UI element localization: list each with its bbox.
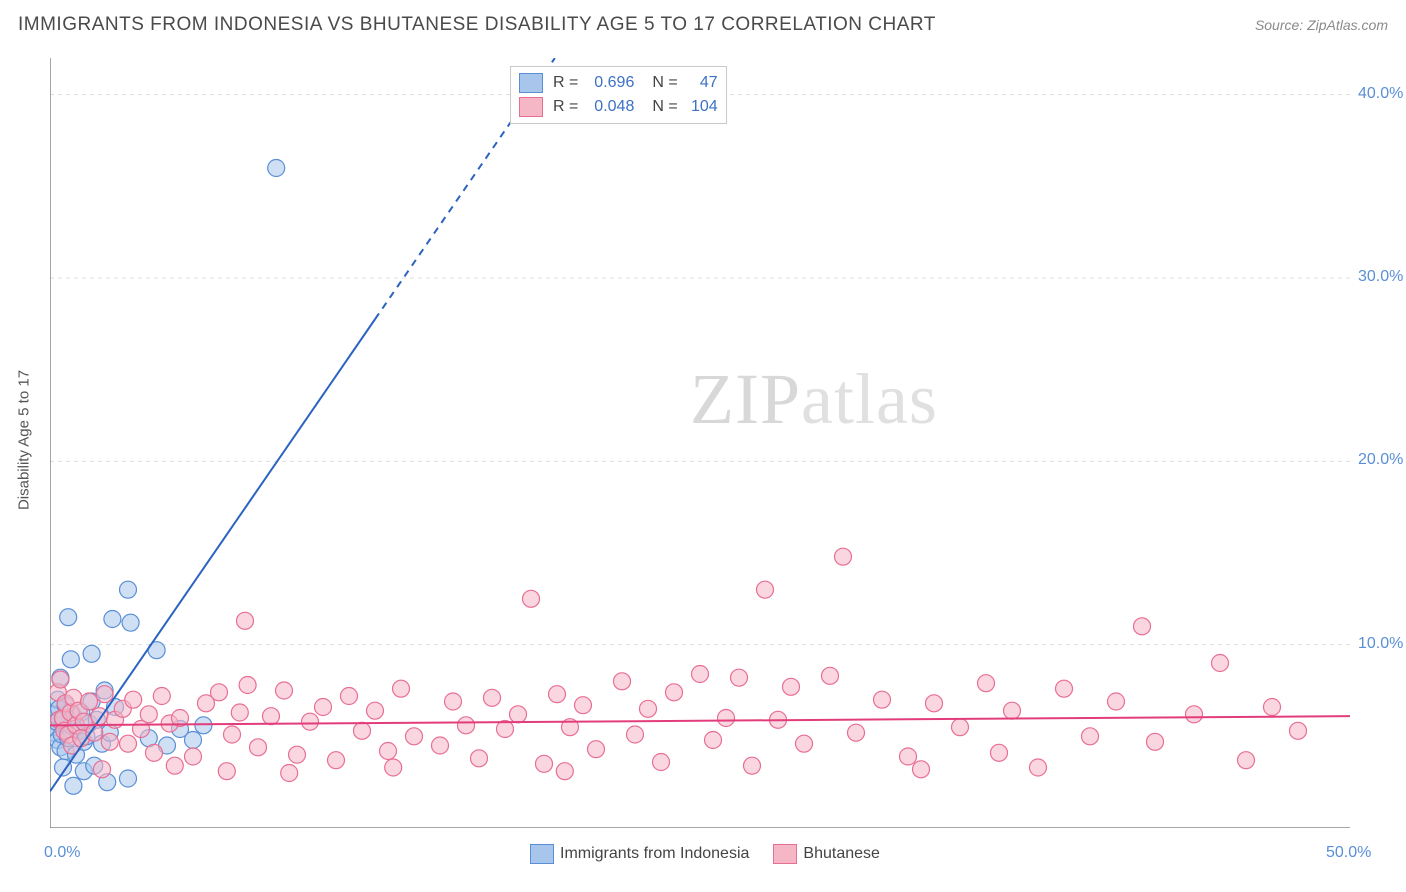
y-axis-label: Disability Age 5 to 17 xyxy=(16,370,33,510)
plot-area: ZIPatlas R =0.696N =47R =0.048N =104 Imm… xyxy=(50,58,1350,828)
chart-title: IMMIGRANTS FROM INDONESIA VS BHUTANESE D… xyxy=(18,14,936,36)
chart-svg xyxy=(50,58,1350,828)
legend-swatch xyxy=(519,97,543,117)
y-tick-label: 20.0% xyxy=(1358,451,1403,469)
legend-stats-box: R =0.696N =47R =0.048N =104 xyxy=(510,66,727,124)
legend-swatch xyxy=(773,844,797,864)
legend-label: Bhutanese xyxy=(803,845,880,863)
legend-swatch xyxy=(530,844,554,864)
source-label: Source: ZipAtlas.com xyxy=(1255,17,1388,33)
legend-bottom: Immigrants from Indonesia Bhutanese xyxy=(530,844,880,864)
legend-label: Immigrants from Indonesia xyxy=(560,845,749,863)
legend-stats-row: R =0.696N =47 xyxy=(519,71,718,95)
legend-stats-row: R =0.048N =104 xyxy=(519,95,718,119)
x-tick-label: 50.0% xyxy=(1326,844,1371,862)
legend-swatch xyxy=(519,73,543,93)
y-tick-label: 30.0% xyxy=(1358,268,1403,286)
x-tick-label: 0.0% xyxy=(44,844,80,862)
y-tick-label: 40.0% xyxy=(1358,85,1403,103)
y-tick-label: 10.0% xyxy=(1358,635,1403,653)
legend-item: Immigrants from Indonesia xyxy=(530,844,749,864)
legend-item: Bhutanese xyxy=(773,844,880,864)
